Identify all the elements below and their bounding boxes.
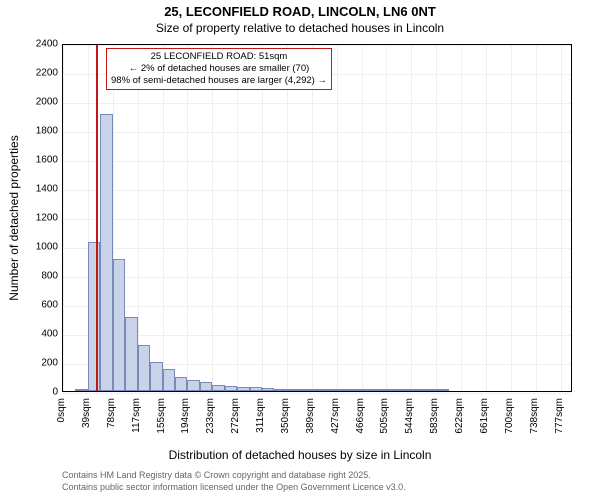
histogram-bar	[411, 389, 423, 391]
x-tick-label: 700sqm	[504, 398, 515, 434]
gridline-v	[212, 45, 213, 391]
histogram-bar	[362, 389, 374, 391]
x-tick-label: 155sqm	[156, 398, 167, 434]
x-tick-label: 39sqm	[81, 398, 92, 428]
gridline-v	[536, 45, 537, 391]
x-tick-label: 544sqm	[404, 398, 415, 434]
gridline-h	[63, 248, 571, 249]
footer-line1: Contains HM Land Registry data © Crown c…	[62, 470, 406, 482]
x-tick-label: 466sqm	[355, 398, 366, 434]
gridline-v	[411, 45, 412, 391]
histogram-bar	[150, 362, 162, 391]
x-tick-label: 583sqm	[429, 398, 440, 434]
histogram-bar	[287, 389, 299, 391]
gridline-h	[63, 190, 571, 191]
histogram-bar	[436, 389, 448, 391]
gridline-v	[287, 45, 288, 391]
gridline-v	[237, 45, 238, 391]
histogram-bar	[163, 369, 175, 391]
gridline-v	[262, 45, 263, 391]
footer-line2: Contains public sector information licen…	[62, 482, 406, 494]
gridline-v	[337, 45, 338, 391]
gridline-v	[138, 45, 139, 391]
x-tick-label: 78sqm	[106, 398, 117, 428]
histogram-bar	[75, 389, 87, 391]
gridline-v	[561, 45, 562, 391]
histogram-bar	[175, 377, 187, 392]
histogram-bar	[324, 389, 336, 391]
gridline-v	[461, 45, 462, 391]
histogram-bar	[225, 386, 237, 391]
gridline-h	[63, 393, 571, 394]
x-tick-label: 233sqm	[205, 398, 216, 434]
histogram-bar	[100, 114, 112, 391]
y-axis-label: Number of detached properties	[7, 44, 21, 392]
histogram-bar	[187, 380, 199, 391]
histogram-bar	[237, 387, 249, 391]
gridline-v	[386, 45, 387, 391]
x-tick-label: 117sqm	[131, 398, 142, 433]
histogram-bar	[125, 317, 137, 391]
histogram-bar	[138, 345, 150, 391]
histogram-bar	[337, 389, 349, 391]
histogram-bar	[374, 389, 386, 391]
histogram-bar	[274, 389, 286, 391]
histogram-bar	[200, 382, 212, 391]
histogram-bar	[349, 389, 361, 391]
gridline-v	[362, 45, 363, 391]
gridline-h	[63, 219, 571, 220]
x-tick-label: 622sqm	[454, 398, 465, 434]
title-line2: Size of property relative to detached ho…	[0, 21, 600, 37]
x-tick-label: 505sqm	[379, 398, 390, 434]
histogram-bar	[250, 387, 262, 391]
annotation-line3: 98% of semi-detached houses are larger (…	[111, 75, 327, 87]
gridline-h	[63, 335, 571, 336]
x-tick-label: 427sqm	[330, 398, 341, 434]
gridline-h	[63, 277, 571, 278]
gridline-h	[63, 306, 571, 307]
histogram-bar	[88, 242, 100, 391]
histogram-bar	[262, 388, 274, 391]
x-tick-label: 777sqm	[554, 398, 565, 434]
annotation-line1: 25 LECONFIELD ROAD: 51sqm	[111, 51, 327, 63]
x-tick-label: 661sqm	[479, 398, 490, 434]
gridline-h	[63, 103, 571, 104]
gridline-v	[511, 45, 512, 391]
gridline-h	[63, 45, 571, 46]
gridline-v	[436, 45, 437, 391]
x-tick-label: 389sqm	[305, 398, 316, 434]
marker-line	[96, 45, 98, 391]
histogram-bar	[113, 259, 125, 391]
histogram-bar	[212, 385, 224, 391]
annotation-line2: ← 2% of detached houses are smaller (70)	[111, 63, 327, 75]
x-tick-label: 311sqm	[255, 398, 266, 433]
x-tick-label: 350sqm	[280, 398, 291, 434]
gridline-v	[312, 45, 313, 391]
gridline-v	[63, 45, 64, 391]
chart-title: 25, LECONFIELD ROAD, LINCOLN, LN6 0NT Si…	[0, 4, 600, 36]
histogram-bar	[386, 389, 398, 391]
gridline-h	[63, 161, 571, 162]
annotation-box: 25 LECONFIELD ROAD: 51sqm ← 2% of detach…	[106, 48, 332, 90]
gridline-h	[63, 132, 571, 133]
gridline-v	[187, 45, 188, 391]
x-tick-label: 194sqm	[180, 398, 191, 434]
plot-area	[62, 44, 572, 392]
x-axis-label: Distribution of detached houses by size …	[0, 448, 600, 462]
histogram-bar	[399, 389, 411, 391]
histogram-bar	[424, 389, 436, 391]
x-tick-label: 0sqm	[56, 398, 67, 422]
gridline-v	[163, 45, 164, 391]
chart-container: 25, LECONFIELD ROAD, LINCOLN, LN6 0NT Si…	[0, 0, 600, 500]
gridline-v	[486, 45, 487, 391]
footer-attribution: Contains HM Land Registry data © Crown c…	[62, 470, 406, 493]
x-tick-label: 738sqm	[529, 398, 540, 434]
histogram-bar	[299, 389, 311, 391]
title-line1: 25, LECONFIELD ROAD, LINCOLN, LN6 0NT	[0, 4, 600, 21]
x-tick-label: 272sqm	[230, 398, 241, 434]
histogram-bar	[312, 389, 324, 391]
